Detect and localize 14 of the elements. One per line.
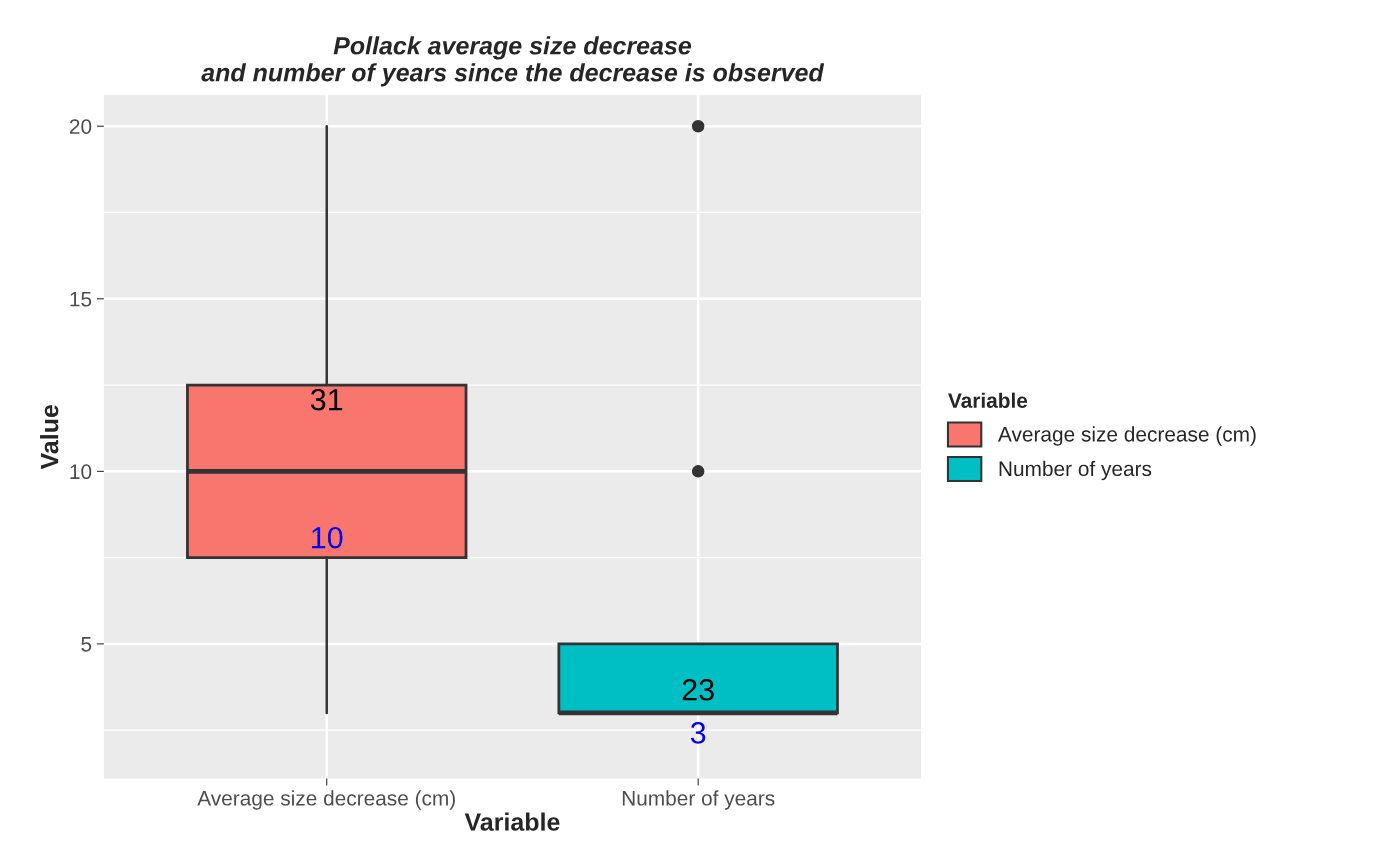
annotation: 3	[690, 722, 706, 744]
x-axis-title: Variable	[464, 812, 560, 831]
y-tick-label: 5	[81, 637, 92, 652]
y-axis-title: Value	[40, 405, 59, 470]
annotation: 31	[310, 388, 343, 411]
chart-title: Pollack average size decrease and number of years since the decrease is observed	[201, 36, 825, 87]
y-tick-label: 20	[69, 119, 92, 134]
annotation: 23	[682, 678, 714, 701]
legend-title: Variable	[948, 392, 1028, 408]
y-tick-label: 10	[70, 464, 92, 480]
legend-label: Average size decrease (cm)	[997, 426, 1256, 446]
legend-label: Number of years	[999, 460, 1152, 481]
y-tick-label: 15	[70, 291, 92, 307]
annotation: 10	[312, 526, 343, 549]
